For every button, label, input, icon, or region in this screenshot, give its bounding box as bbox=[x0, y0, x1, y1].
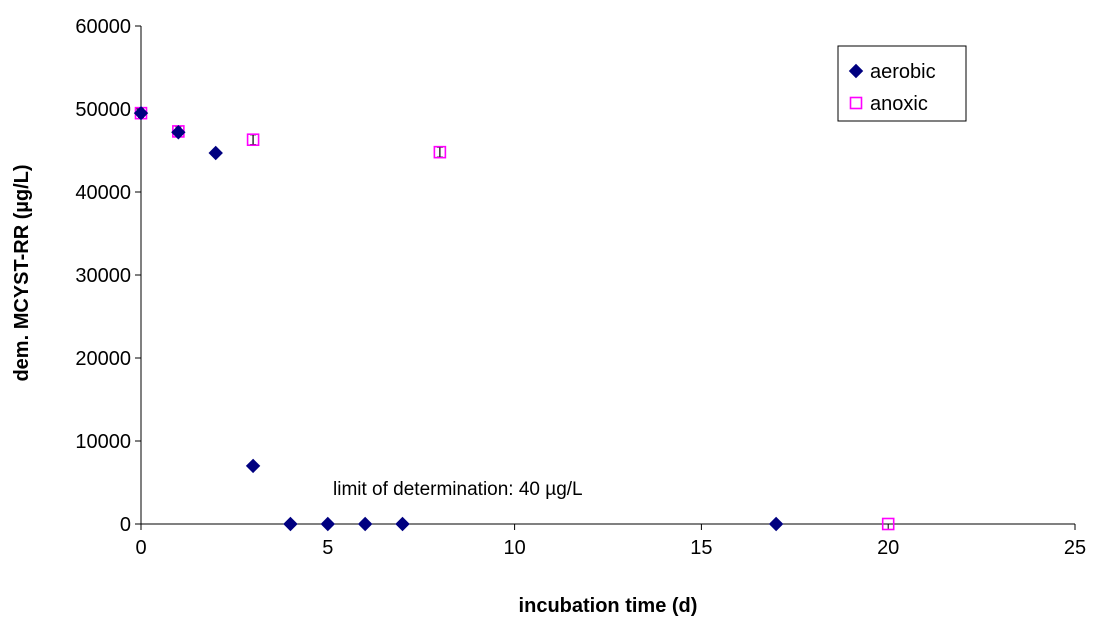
data-point-aerobic bbox=[768, 516, 784, 532]
y-tick-label: 40000 bbox=[75, 182, 131, 204]
data-point-aerobic bbox=[395, 516, 410, 532]
data-point-anoxic bbox=[246, 133, 260, 147]
legend-marker-anoxic bbox=[849, 96, 863, 110]
data-point-aerobic bbox=[357, 516, 373, 532]
data-point-anoxic bbox=[433, 145, 447, 159]
x-tick-label: 5 bbox=[322, 537, 333, 559]
x-tick-label: 15 bbox=[690, 537, 712, 559]
annotation-limit-of-determination: limit of determination: 40 µg/L bbox=[333, 479, 583, 500]
y-tick-label: 20000 bbox=[75, 348, 131, 370]
data-point-aerobic bbox=[133, 105, 149, 121]
x-axis-ticks: 0 5 10 15 20 25 bbox=[135, 524, 1086, 559]
x-tick-label: 25 bbox=[1064, 537, 1086, 559]
y-axis-label: dem. MCYST-RR (µg/L) bbox=[11, 164, 33, 381]
y-tick-label: 10000 bbox=[75, 431, 131, 453]
data-point-aerobic bbox=[208, 145, 223, 161]
y-tick-label: 50000 bbox=[75, 99, 131, 121]
x-tick-label: 20 bbox=[877, 537, 899, 559]
data-point-aerobic bbox=[283, 516, 298, 532]
legend: aerobic anoxic bbox=[837, 45, 967, 122]
x-tick-label: 10 bbox=[503, 537, 525, 559]
data-point-anoxic bbox=[881, 517, 895, 531]
data-point-aerobic bbox=[245, 458, 261, 474]
x-tick-label: 0 bbox=[135, 537, 146, 559]
y-tick-label: 30000 bbox=[75, 265, 131, 287]
data-marks bbox=[133, 105, 895, 532]
data-point-aerobic bbox=[320, 516, 336, 532]
legend-label-anoxic: anoxic bbox=[870, 93, 928, 115]
legend-marker-aerobic bbox=[848, 63, 864, 79]
x-axis-label: incubation time (d) bbox=[519, 595, 698, 617]
y-tick-label: 0 bbox=[120, 514, 131, 536]
legend-label-aerobic: aerobic bbox=[870, 61, 936, 83]
y-tick-label: 60000 bbox=[75, 16, 131, 38]
y-axis-ticks: 0 10000 20000 30000 40000 50000 60000 bbox=[75, 16, 141, 536]
data-point-aerobic bbox=[171, 125, 186, 140]
